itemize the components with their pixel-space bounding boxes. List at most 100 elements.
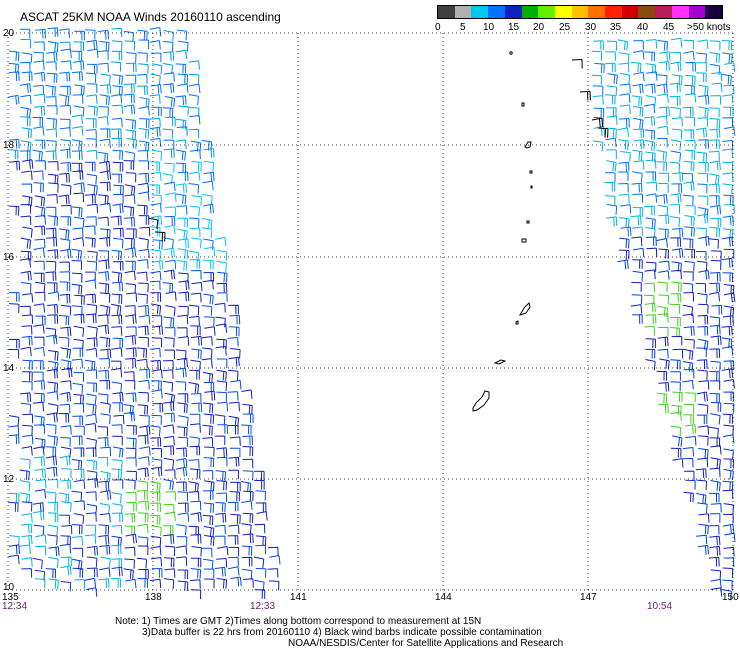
wind-barb bbox=[722, 315, 734, 326]
wind-barb bbox=[125, 533, 137, 544]
wind-barb bbox=[708, 238, 719, 249]
wind-barb bbox=[683, 414, 694, 424]
wind-barb bbox=[204, 534, 215, 546]
wind-barb bbox=[203, 568, 215, 579]
wind-barb bbox=[138, 63, 149, 74]
wind-barb bbox=[71, 71, 83, 81]
wind-barb bbox=[722, 94, 734, 104]
wind-barb bbox=[669, 96, 681, 106]
wind-barb bbox=[188, 183, 200, 194]
wind-barb bbox=[201, 305, 213, 316]
wind-barb bbox=[657, 313, 669, 323]
wind-barb bbox=[710, 217, 722, 228]
wind-barb bbox=[175, 381, 187, 392]
wind-barb bbox=[136, 271, 148, 282]
wind-barb bbox=[177, 512, 190, 522]
wind-barb bbox=[592, 95, 604, 105]
wind-barb bbox=[645, 338, 656, 349]
wind-barb bbox=[683, 368, 695, 379]
wind-barb bbox=[110, 128, 122, 139]
wind-barb bbox=[189, 259, 201, 269]
wind-barb bbox=[20, 270, 32, 281]
wind-barb bbox=[72, 415, 84, 426]
wind-barb bbox=[658, 294, 669, 305]
wind-barb bbox=[229, 314, 241, 325]
wind-barb bbox=[708, 150, 720, 161]
wind-barb bbox=[658, 382, 670, 392]
wind-barb bbox=[228, 566, 240, 576]
wind-barb bbox=[267, 546, 279, 557]
wind-barb bbox=[722, 52, 733, 64]
wind-barb bbox=[34, 41, 45, 51]
wind-barb bbox=[139, 368, 151, 379]
wind-barb bbox=[97, 50, 109, 60]
wind-barb bbox=[125, 347, 137, 358]
wind-barb bbox=[254, 479, 265, 490]
wind-barb bbox=[722, 215, 734, 226]
wind-barb bbox=[606, 40, 618, 51]
wind-barb bbox=[227, 369, 239, 381]
wind-barb bbox=[59, 391, 71, 402]
wind-barb bbox=[671, 128, 683, 140]
wind-barb bbox=[86, 347, 98, 358]
wind-barb bbox=[99, 170, 112, 181]
wind-barb bbox=[110, 93, 123, 104]
wind-barb bbox=[215, 346, 227, 356]
wind-barb bbox=[126, 425, 137, 435]
wind-barb bbox=[682, 361, 694, 373]
wind-barb bbox=[657, 305, 668, 317]
wind-barb bbox=[164, 545, 176, 557]
wind-barb bbox=[241, 500, 253, 510]
wind-barb bbox=[125, 283, 136, 294]
wind-barb bbox=[710, 457, 721, 469]
wind-barb bbox=[137, 325, 149, 336]
wind-barb bbox=[136, 490, 148, 500]
wind-barb bbox=[657, 93, 669, 103]
wind-barb bbox=[203, 160, 215, 172]
wind-barb bbox=[86, 260, 98, 272]
wind-barb bbox=[644, 205, 655, 216]
wind-barb bbox=[672, 435, 683, 447]
wind-barb bbox=[46, 282, 58, 293]
wind-barb bbox=[202, 371, 214, 384]
wind-barb bbox=[696, 251, 707, 261]
wind-barb bbox=[138, 172, 150, 183]
wind-barb bbox=[45, 260, 57, 271]
wind-barb bbox=[709, 348, 721, 359]
wind-barb bbox=[202, 347, 213, 359]
wind-barb bbox=[164, 337, 175, 348]
wind-barb bbox=[605, 172, 616, 182]
wind-barb bbox=[46, 105, 58, 115]
wind-barb bbox=[138, 39, 149, 50]
wind-barb bbox=[19, 28, 31, 39]
wind-barb bbox=[710, 480, 721, 492]
wind-barb bbox=[658, 228, 669, 239]
wind-barb bbox=[188, 304, 200, 316]
wind-barb bbox=[669, 303, 681, 314]
wind-barb bbox=[138, 160, 149, 170]
wind-barb bbox=[60, 248, 72, 259]
wind-barb bbox=[98, 578, 110, 589]
wind-barb bbox=[125, 357, 136, 368]
island-rota bbox=[493, 359, 507, 365]
wind-barb bbox=[682, 282, 694, 294]
wind-barb bbox=[630, 61, 642, 73]
wind-barb bbox=[228, 469, 239, 480]
wind-barb bbox=[112, 446, 124, 458]
wind-barb bbox=[33, 303, 45, 313]
wind-barb bbox=[709, 535, 721, 546]
wind-barb bbox=[176, 205, 188, 215]
wind-barb bbox=[698, 207, 709, 219]
wind-barb bbox=[631, 281, 642, 292]
wind-barb bbox=[137, 467, 149, 478]
wind-barb bbox=[59, 71, 71, 82]
wind-barb bbox=[698, 448, 709, 459]
wind-barb bbox=[227, 337, 239, 347]
wind-barb bbox=[657, 281, 668, 293]
wind-barb bbox=[34, 578, 46, 589]
wind-barb bbox=[21, 71, 33, 82]
wind-barb bbox=[617, 39, 629, 51]
wind-barb bbox=[8, 349, 20, 359]
wind-barb bbox=[150, 73, 161, 85]
wind-barb bbox=[202, 203, 214, 214]
